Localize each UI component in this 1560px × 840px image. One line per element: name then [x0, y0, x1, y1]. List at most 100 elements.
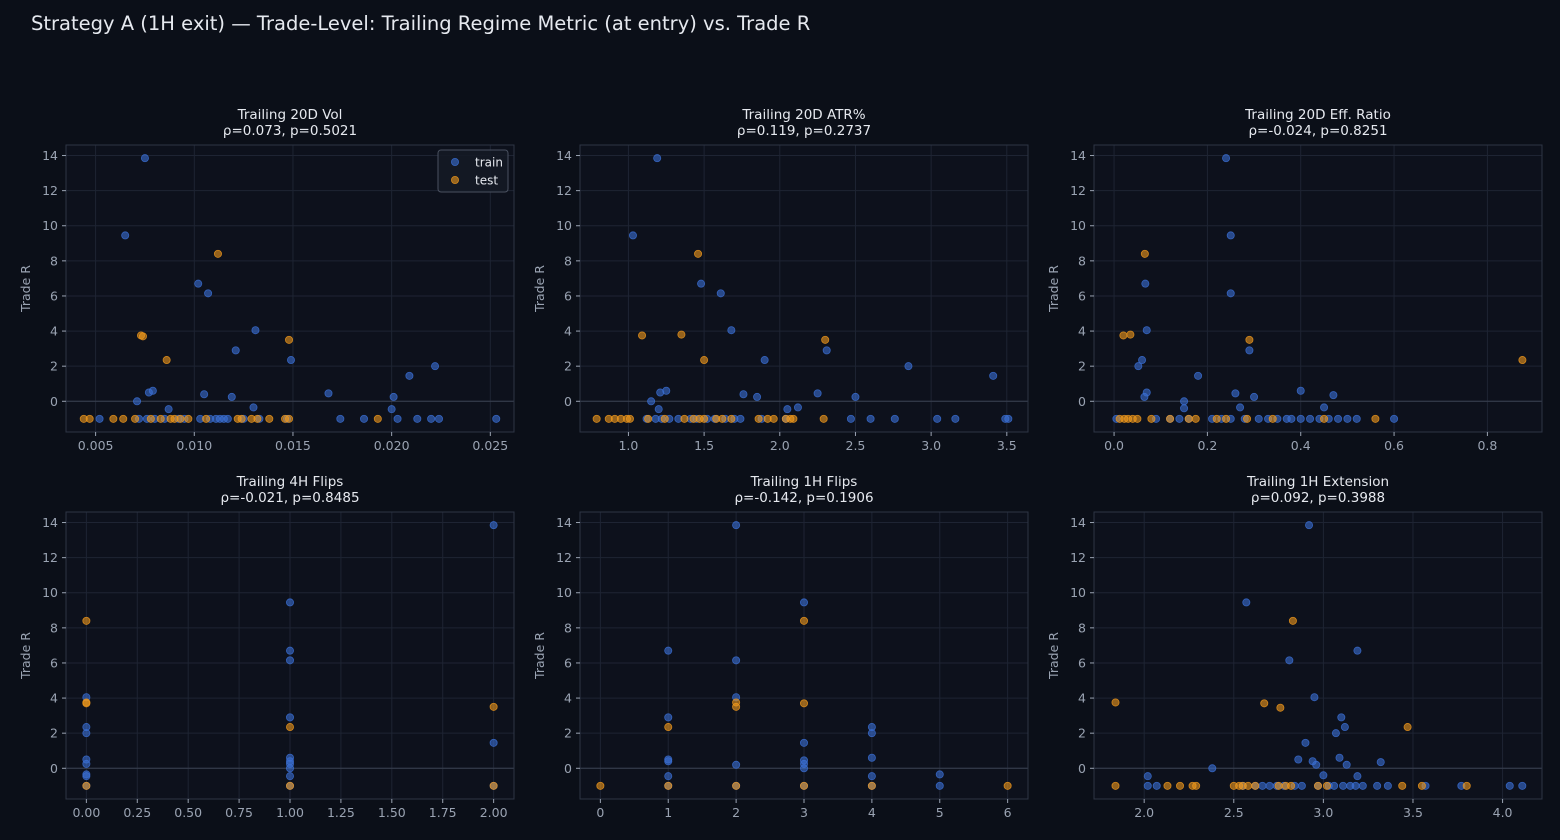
x-tick-label: 0.0 — [1104, 438, 1124, 453]
data-point-test — [1243, 414, 1252, 423]
data-point-test — [1111, 698, 1120, 707]
data-point-test — [800, 699, 809, 708]
data-point-train — [783, 405, 792, 414]
data-point-train — [413, 414, 422, 423]
data-point-test — [138, 332, 147, 341]
data-point-train — [697, 279, 706, 288]
x-tick-label: 1.5 — [694, 438, 714, 453]
data-point-train — [1353, 772, 1362, 781]
x-tick-label: 1 — [664, 805, 672, 820]
y-tick-label: 0 — [1078, 761, 1086, 776]
data-point-train — [285, 764, 294, 773]
data-point-test — [1163, 781, 1172, 790]
x-tick-label: 1.00 — [276, 805, 304, 820]
data-point-test — [176, 414, 185, 423]
plot-frame — [1093, 511, 1543, 800]
data-point-train — [223, 414, 232, 423]
data-point-train — [1180, 404, 1189, 413]
data-point-train — [435, 414, 444, 423]
data-point-test — [1518, 356, 1527, 365]
data-point-test — [1260, 699, 1269, 708]
data-point-train — [800, 598, 809, 607]
data-point-train — [1335, 753, 1344, 762]
y-tick-label: 0 — [1078, 394, 1086, 409]
y-tick-label: 2 — [564, 726, 572, 741]
data-point-train — [866, 414, 875, 423]
data-point-train — [1258, 781, 1267, 790]
data-point-train — [1141, 279, 1150, 288]
y-tick-label: 10 — [556, 585, 572, 600]
data-point-train — [1383, 781, 1392, 790]
x-tick-label: 0.015 — [275, 438, 311, 453]
data-point-train — [133, 397, 142, 406]
data-point-train — [200, 390, 209, 399]
data-point-train — [664, 646, 673, 655]
y-tick-label: 6 — [1078, 655, 1086, 670]
data-point-train — [249, 403, 258, 412]
data-point-train — [1143, 781, 1152, 790]
plot-area — [1094, 145, 1542, 432]
data-point-train — [1310, 693, 1319, 702]
data-point-train — [285, 656, 294, 665]
data-point-train — [1376, 758, 1385, 767]
data-point-test — [1314, 781, 1323, 790]
data-point-test — [638, 331, 647, 340]
plot-frame — [579, 144, 1029, 433]
y-axis-label: Trade R — [532, 265, 547, 313]
x-tick-label: 3 — [800, 805, 808, 820]
y-tick-label: 2 — [50, 726, 58, 741]
data-point-train — [1138, 356, 1147, 365]
y-tick-label: 14 — [1070, 148, 1086, 163]
plot-area — [1094, 512, 1542, 799]
data-point-train — [1305, 521, 1314, 530]
data-point-train — [1329, 391, 1338, 400]
data-point-test — [754, 414, 763, 423]
data-point-test — [82, 699, 91, 708]
y-tick-label: 14 — [1070, 515, 1086, 530]
data-point-test — [1462, 781, 1471, 790]
data-point-test — [202, 414, 211, 423]
data-point-train — [822, 346, 831, 355]
data-point-test — [732, 702, 741, 711]
data-point-test — [1140, 249, 1149, 258]
y-tick-label: 8 — [564, 253, 572, 268]
data-point-train — [1340, 723, 1349, 732]
data-point-train — [389, 392, 398, 401]
data-point-train — [846, 414, 855, 423]
data-point-train — [653, 154, 662, 163]
legend-marker-test — [450, 175, 459, 184]
data-point-test — [700, 356, 709, 365]
x-tick-label: 2.5 — [1224, 805, 1244, 820]
data-point-test — [1274, 781, 1283, 790]
plot-area — [580, 145, 1028, 432]
data-point-train — [1296, 414, 1305, 423]
y-axis-label: Trade R — [532, 632, 547, 680]
plot-frame — [1093, 144, 1543, 433]
data-point-train — [489, 521, 498, 530]
x-tick-label: 0.020 — [374, 438, 410, 453]
data-point-test — [1176, 781, 1185, 790]
data-point-train — [1222, 154, 1231, 163]
data-point-train — [793, 403, 802, 412]
data-point-train — [1518, 781, 1527, 790]
data-point-train — [324, 389, 333, 398]
data-point-train — [1334, 414, 1343, 423]
series-test — [79, 249, 382, 423]
data-point-train — [1208, 764, 1217, 773]
data-point-test — [1244, 781, 1253, 790]
data-point-test — [1276, 703, 1285, 712]
y-axis-label: Trade R — [1046, 265, 1061, 313]
plot-area — [66, 145, 514, 432]
data-point-test — [285, 781, 294, 790]
data-point-test — [156, 414, 165, 423]
data-point-train — [1330, 781, 1339, 790]
data-point-test — [1126, 330, 1135, 339]
data-point-train — [813, 389, 822, 398]
x-tick-label: 0.25 — [123, 805, 151, 820]
data-point-test — [1133, 414, 1142, 423]
y-axis-label: Trade R — [18, 265, 33, 313]
data-point-test — [819, 414, 828, 423]
data-point-test — [285, 414, 294, 423]
data-point-test — [1212, 414, 1221, 423]
y-tick-label: 14 — [42, 515, 58, 530]
